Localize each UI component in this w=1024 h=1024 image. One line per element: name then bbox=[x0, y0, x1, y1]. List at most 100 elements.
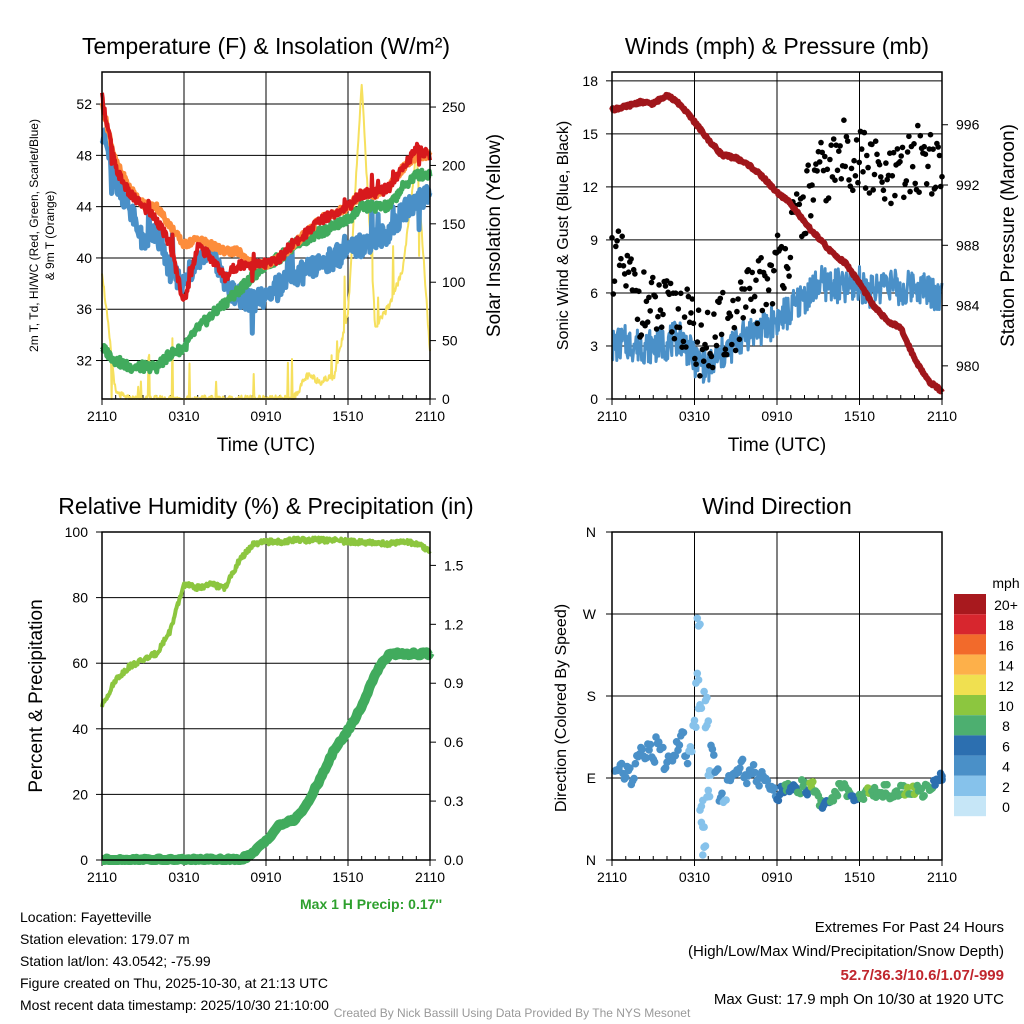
x-tick-label: 2110 bbox=[597, 869, 627, 885]
gust-point bbox=[700, 358, 707, 365]
gust-point bbox=[647, 308, 653, 314]
gust-point bbox=[658, 324, 665, 331]
x-tick-label: 2110 bbox=[415, 408, 445, 424]
wind-direction-point bbox=[718, 789, 726, 798]
legend-swatch bbox=[954, 614, 986, 635]
gust-point bbox=[704, 309, 711, 316]
gust-point bbox=[769, 301, 776, 307]
wind-direction-point bbox=[697, 802, 706, 811]
gust-point bbox=[793, 191, 800, 197]
gust-point bbox=[753, 277, 759, 284]
y2-tick-label: 992 bbox=[956, 177, 980, 193]
station-pressure-line bbox=[609, 91, 945, 395]
wind-direction-point bbox=[859, 795, 868, 803]
gust-point bbox=[662, 283, 669, 289]
wind-direction-point bbox=[701, 842, 710, 850]
wind-direction-point bbox=[675, 741, 684, 749]
legend-label: 10 bbox=[998, 698, 1014, 714]
gust-point bbox=[929, 191, 935, 197]
gust-point bbox=[694, 339, 701, 345]
gust-point bbox=[749, 269, 755, 276]
legend-label: 8 bbox=[1002, 718, 1010, 734]
plot-frame bbox=[611, 71, 943, 400]
gust-point bbox=[805, 162, 811, 168]
gust-point bbox=[613, 243, 619, 250]
gust-point bbox=[846, 177, 852, 183]
gust-point bbox=[879, 179, 885, 185]
gust-point bbox=[814, 168, 820, 174]
legend-label: 6 bbox=[1002, 738, 1010, 754]
gust-point bbox=[925, 163, 931, 170]
y2-tick-label: 980 bbox=[956, 358, 980, 374]
gust-point bbox=[781, 285, 787, 291]
legend-label: 2 bbox=[1002, 779, 1010, 795]
wind-direction-point bbox=[705, 792, 714, 801]
gust-point bbox=[672, 290, 679, 297]
gust-point bbox=[876, 161, 883, 168]
y-tick-label: S bbox=[587, 688, 596, 704]
gust-point bbox=[824, 166, 831, 173]
x-tick-label: 0910 bbox=[250, 408, 281, 424]
gust-point bbox=[786, 273, 792, 279]
gust-point bbox=[695, 307, 702, 314]
gust-point bbox=[743, 304, 749, 310]
gust-point bbox=[916, 189, 922, 195]
x-tick-label: 0310 bbox=[168, 408, 199, 424]
gust-point bbox=[844, 138, 851, 144]
y-tick-label: 3 bbox=[590, 338, 598, 354]
y2-tick-label: 0 bbox=[442, 391, 450, 407]
chart-title: Wind Direction bbox=[702, 493, 852, 519]
gust-point bbox=[874, 151, 880, 158]
gust-point bbox=[641, 269, 647, 275]
y2-tick-label: 0.6 bbox=[444, 734, 464, 750]
y-tick-label: E bbox=[587, 770, 596, 786]
gust-point bbox=[758, 254, 764, 261]
gust-point bbox=[853, 137, 860, 143]
wind-direction-point bbox=[697, 704, 706, 712]
y2-tick-label: 50 bbox=[442, 333, 458, 349]
gust-point bbox=[688, 310, 694, 316]
sonic-wind-line bbox=[611, 264, 944, 384]
gust-point bbox=[865, 164, 871, 171]
gust-point bbox=[689, 296, 696, 302]
gust-point bbox=[816, 159, 823, 165]
gust-point bbox=[625, 269, 632, 276]
gust-point bbox=[872, 138, 879, 144]
gust-point bbox=[634, 316, 641, 323]
y2-tick-label: 996 bbox=[956, 117, 980, 133]
gust-point bbox=[741, 286, 748, 292]
legend-label: 12 bbox=[998, 678, 1014, 694]
gust-point bbox=[656, 282, 662, 288]
gust-point bbox=[638, 332, 645, 338]
gust-point bbox=[655, 313, 661, 320]
gust-point bbox=[731, 324, 738, 331]
gust-point bbox=[746, 285, 753, 292]
gust-point bbox=[750, 308, 757, 315]
gust-point bbox=[653, 326, 660, 332]
gust-point bbox=[722, 346, 729, 353]
gust-point bbox=[628, 256, 634, 262]
wind-direction-point bbox=[696, 620, 704, 629]
gust-point bbox=[860, 169, 866, 175]
gust-point bbox=[671, 335, 678, 342]
wind-direction-point bbox=[693, 614, 702, 623]
legend-title: mph bbox=[992, 575, 1019, 591]
gust-point bbox=[774, 232, 781, 239]
y2-tick-label: 100 bbox=[442, 274, 466, 290]
gust-point bbox=[720, 289, 726, 296]
gust-point bbox=[861, 129, 868, 136]
gust-point bbox=[648, 279, 655, 286]
gust-point bbox=[751, 293, 758, 300]
chart-title: Temperature (F) & Insolation (W/m²) bbox=[82, 33, 450, 59]
gust-point bbox=[843, 133, 850, 140]
gust-point bbox=[615, 228, 622, 234]
x-tick-label: 2110 bbox=[87, 869, 117, 885]
gust-point bbox=[832, 177, 838, 183]
gust-point bbox=[619, 233, 625, 240]
gust-point bbox=[620, 263, 627, 269]
y-tick-label: 40 bbox=[72, 721, 88, 737]
legend-label: 0 bbox=[1002, 799, 1010, 815]
created-text: Figure created on Thu, 2025-10-30, at 21… bbox=[20, 975, 328, 991]
gust-point bbox=[915, 122, 921, 129]
x-tick-label: 0910 bbox=[761, 869, 792, 885]
